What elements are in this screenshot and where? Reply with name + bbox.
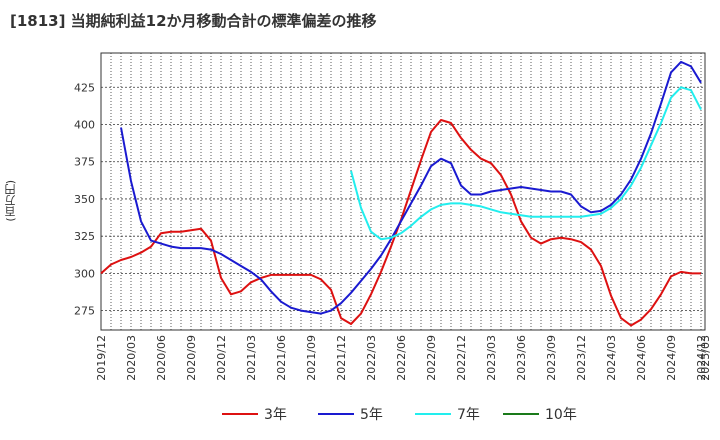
y-tick-label: 375 <box>74 156 95 169</box>
x-tick-label: 2025/03 <box>699 335 712 381</box>
x-tick-label: 2020/12 <box>215 335 228 381</box>
legend-item: 7年 <box>415 407 480 423</box>
legend-item: 10年 <box>503 407 577 423</box>
series-line-5年 <box>120 60 702 315</box>
plot-area-frame <box>100 52 706 331</box>
legend-label: 7年 <box>457 407 480 423</box>
x-tick-label: 2022/12 <box>455 335 468 381</box>
grid <box>100 53 705 330</box>
x-tick-label: 2022/09 <box>425 335 438 381</box>
y-tick-label: 300 <box>74 267 95 280</box>
legend-item: 3年 <box>222 407 287 423</box>
x-tick-label: 2021/09 <box>305 335 318 381</box>
x-tick-label: 2023/06 <box>515 335 528 381</box>
x-tick-label: 2020/06 <box>155 335 168 381</box>
y-tick-label: 350 <box>74 193 95 206</box>
x-tick-label: 2021/06 <box>275 335 288 381</box>
x-tick-label: 2021/12 <box>335 335 348 381</box>
y-tick-label: 400 <box>74 118 95 131</box>
x-tick-label: 2022/06 <box>395 335 408 381</box>
x-tick-label: 2023/09 <box>545 335 558 381</box>
y-tick-label: 325 <box>74 230 95 243</box>
x-tick-label: 2020/03 <box>125 335 138 381</box>
legend-label: 5年 <box>360 407 383 423</box>
x-tick-label: 2024/03 <box>605 335 618 381</box>
x-tick-label: 2020/09 <box>185 335 198 381</box>
x-tick-label: 2023/12 <box>575 335 588 381</box>
chart-title: [1813] 当期純利益12か月移動合計の標準偏差の推移 <box>10 12 377 30</box>
x-tick-label: 2024/09 <box>665 335 678 381</box>
legend-label: 10年 <box>545 407 577 423</box>
x-tick-label: 2024/12 <box>695 335 708 381</box>
x-tick-label: 2023/03 <box>485 335 498 381</box>
x-tick-label: 2019/12 <box>95 335 108 381</box>
legend-label: 3年 <box>264 407 287 423</box>
x-tick-label: 2024/06 <box>635 335 648 381</box>
x-axis-ticks: 2019/12 2020/03 2020/06 2020/09 2020/12 2021/… <box>95 335 712 381</box>
y-tick-label: 425 <box>74 81 95 94</box>
series-line-7年 <box>350 86 702 241</box>
series-lines <box>100 60 702 327</box>
legend: 3年 5年 7年 10年 <box>222 407 577 423</box>
x-tick-label: 2022/03 <box>365 335 378 381</box>
y-axis-ticks: 275 300 325 350 375 400 425 <box>74 81 95 317</box>
x-tick-label: 2021/03 <box>245 335 258 381</box>
legend-item: 5年 <box>318 407 383 423</box>
y-tick-label: 275 <box>74 305 95 318</box>
